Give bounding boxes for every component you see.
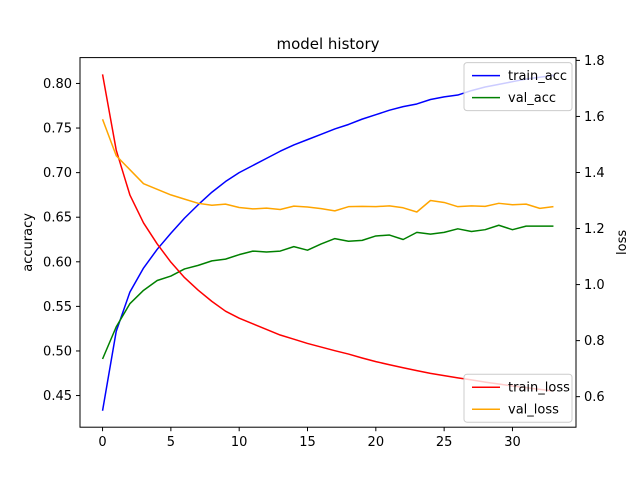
y-left-tick-label: 0.55: [43, 300, 72, 315]
legend-label-train-loss: train_loss: [508, 381, 570, 396]
y-axis-left-label: accuracy: [21, 213, 36, 272]
x-tick-label: 5: [167, 435, 175, 450]
y-left-tick-label: 0.80: [43, 77, 72, 92]
x-tick-label: 30: [504, 435, 521, 450]
y-axis-right: 0.6 0.8 1.0 1.2 1.4 1.6 1.8: [576, 54, 605, 405]
x-tick-label: 20: [368, 435, 385, 450]
y-left-tick-label: 0.50: [43, 344, 72, 359]
y-right-tick-label: 1.2: [584, 222, 605, 237]
y-right-tick-label: 0.8: [584, 334, 605, 349]
y-left-tick-label: 0.65: [43, 211, 72, 226]
x-tick-label: 15: [299, 435, 316, 450]
y-right-tick-label: 1.8: [584, 54, 605, 69]
y-axis-right-label: loss: [615, 230, 630, 255]
x-tick-label: 0: [98, 435, 106, 450]
y-left-tick-label: 0.45: [43, 389, 72, 404]
x-axis: 0 5 10 15 20 25 30: [98, 427, 521, 450]
y-right-tick-label: 1.0: [584, 278, 605, 293]
x-tick-label: 10: [231, 435, 248, 450]
y-right-tick-label: 1.6: [584, 110, 605, 125]
y-right-tick-label: 0.6: [584, 390, 605, 405]
y-left-tick-label: 0.75: [43, 122, 72, 137]
y-left-tick-label: 0.60: [43, 255, 72, 270]
chart-title: model history: [276, 35, 379, 53]
series-line-val-acc: [101, 224, 554, 360]
legend-label-train-acc: train_acc: [508, 69, 567, 84]
legend-label-val-loss: val_loss: [508, 403, 559, 418]
legend-box: [463, 62, 573, 112]
legends: train_acc val_acc train_loss val_loss: [463, 62, 573, 423]
legend-upper-right: train_acc val_acc: [463, 62, 573, 112]
legend-box: [463, 373, 573, 423]
legend-lower-right: train_loss val_loss: [463, 373, 573, 423]
y-right-tick-label: 1.4: [584, 166, 605, 181]
legend-label-val-acc: val_acc: [508, 91, 556, 106]
y-axis-left: 0.45 0.50 0.55 0.60 0.65 0.70 0.75 0.80: [43, 77, 80, 404]
plot-frame: [79, 57, 577, 428]
y-left-tick-label: 0.70: [43, 166, 72, 181]
series-line-val-loss: [101, 118, 554, 213]
x-tick-label: 25: [436, 435, 453, 450]
